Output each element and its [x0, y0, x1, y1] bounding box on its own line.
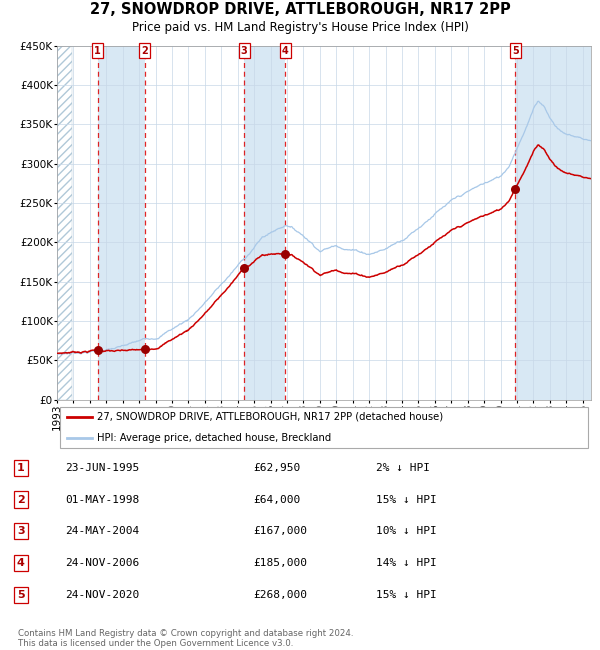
- Text: £185,000: £185,000: [253, 558, 307, 568]
- Text: 15% ↓ HPI: 15% ↓ HPI: [376, 495, 437, 504]
- Text: 24-MAY-2004: 24-MAY-2004: [65, 526, 139, 536]
- Text: 1: 1: [94, 46, 101, 55]
- Bar: [57, 46, 72, 400]
- Bar: [244, 46, 286, 400]
- Text: 3: 3: [17, 526, 25, 536]
- Text: 5: 5: [512, 46, 519, 55]
- Text: 27, SNOWDROP DRIVE, ATTLEBOROUGH, NR17 2PP: 27, SNOWDROP DRIVE, ATTLEBOROUGH, NR17 2…: [89, 2, 511, 17]
- Text: 2: 2: [141, 46, 148, 55]
- Text: HPI: Average price, detached house, Breckland: HPI: Average price, detached house, Brec…: [97, 432, 331, 443]
- Text: 4: 4: [282, 46, 289, 55]
- Bar: [98, 46, 145, 400]
- Text: 2: 2: [17, 495, 25, 504]
- Text: Price paid vs. HM Land Registry's House Price Index (HPI): Price paid vs. HM Land Registry's House …: [131, 21, 469, 34]
- Text: 24-NOV-2006: 24-NOV-2006: [65, 558, 139, 568]
- Text: Contains HM Land Registry data © Crown copyright and database right 2024.
This d: Contains HM Land Registry data © Crown c…: [18, 629, 353, 648]
- Text: 14% ↓ HPI: 14% ↓ HPI: [376, 558, 437, 568]
- Text: 27, SNOWDROP DRIVE, ATTLEBOROUGH, NR17 2PP (detached house): 27, SNOWDROP DRIVE, ATTLEBOROUGH, NR17 2…: [97, 411, 443, 422]
- Text: £62,950: £62,950: [253, 463, 300, 473]
- Text: 24-NOV-2020: 24-NOV-2020: [65, 590, 139, 600]
- Text: £167,000: £167,000: [253, 526, 307, 536]
- Text: 5: 5: [17, 590, 25, 600]
- Text: £268,000: £268,000: [253, 590, 307, 600]
- Text: 2% ↓ HPI: 2% ↓ HPI: [376, 463, 430, 473]
- Bar: [57, 46, 72, 400]
- Text: 01-MAY-1998: 01-MAY-1998: [65, 495, 139, 504]
- Text: 1: 1: [17, 463, 25, 473]
- Text: £64,000: £64,000: [253, 495, 300, 504]
- Text: 15% ↓ HPI: 15% ↓ HPI: [376, 590, 437, 600]
- Text: 4: 4: [17, 558, 25, 568]
- Text: 23-JUN-1995: 23-JUN-1995: [65, 463, 139, 473]
- Bar: [515, 46, 591, 400]
- Text: 10% ↓ HPI: 10% ↓ HPI: [376, 526, 437, 536]
- Text: 3: 3: [241, 46, 248, 55]
- FancyBboxPatch shape: [59, 407, 589, 447]
